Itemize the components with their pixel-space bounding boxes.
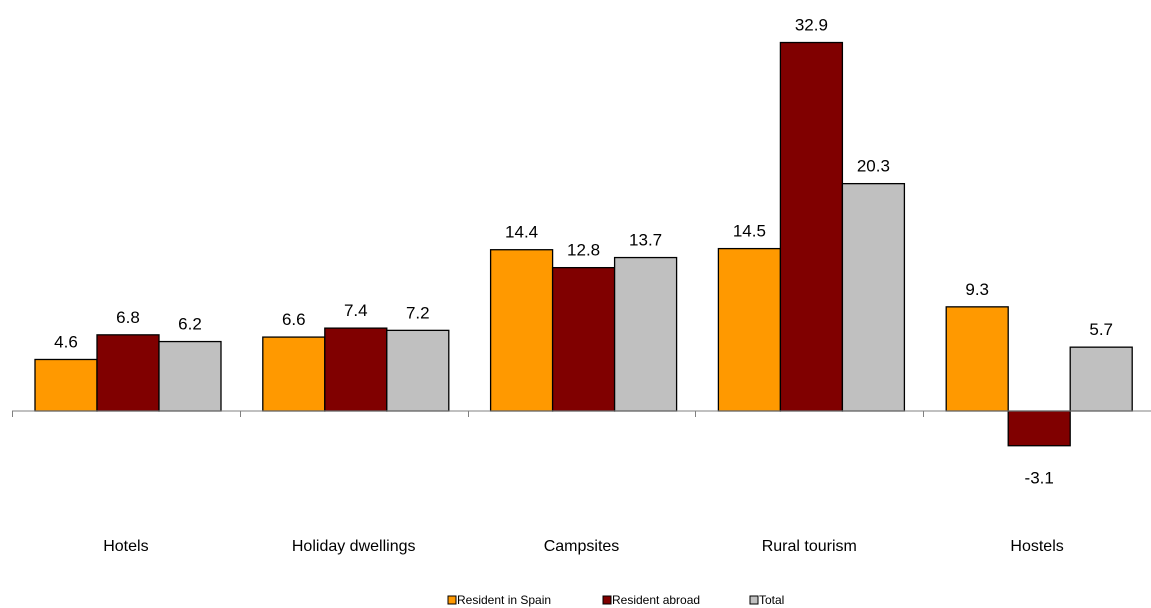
bar-campsites-total [615, 258, 677, 411]
legend-swatch-resident-in-spain [448, 596, 456, 604]
legend-label-resident-in-spain: Resident in Spain [457, 593, 551, 607]
data-label-hostels-resident-in-spain: 9.3 [965, 280, 989, 299]
data-label-campsites-total: 13.7 [629, 231, 662, 250]
category-labels-group: Hotels Holiday dwellings Campsites Rural to… [103, 538, 1064, 555]
x-axis [12, 411, 1151, 417]
legend-label-total: Total [759, 593, 784, 607]
bar-hotels-total [159, 342, 221, 411]
legend-swatch-resident-abroad [603, 596, 611, 604]
bar-campsites-resident-abroad [553, 268, 615, 411]
data-label-rural-tourism-resident-abroad: 32.9 [795, 16, 828, 35]
data-label-rural-tourism-resident-in-spain: 14.5 [733, 222, 766, 241]
category-label-rural-tourism: Rural tourism [762, 538, 857, 555]
data-label-hotels-total: 6.2 [178, 315, 202, 334]
bar-rural-tourism-resident-in-spain [718, 249, 780, 411]
bar-hotels-resident-in-spain [35, 359, 97, 411]
bar-hotels-resident-abroad [97, 335, 159, 411]
legend-swatch-total [750, 596, 758, 604]
bar-hostels-resident-in-spain [946, 307, 1008, 411]
category-label-holiday-dwellings: Holiday dwellings [292, 538, 416, 555]
data-label-rural-tourism-total: 20.3 [857, 157, 890, 176]
bar-holiday-dwellings-resident-abroad [325, 328, 387, 411]
bar-rural-tourism-resident-abroad [780, 43, 842, 411]
data-label-hostels-resident-abroad: -3.1 [1025, 469, 1054, 488]
data-label-holiday-dwellings-resident-in-spain: 6.6 [282, 310, 306, 329]
data-label-campsites-resident-in-spain: 14.4 [505, 223, 538, 242]
data-label-campsites-resident-abroad: 12.8 [567, 241, 600, 260]
bar-holiday-dwellings-total [387, 330, 449, 411]
data-label-holiday-dwellings-total: 7.2 [406, 303, 430, 322]
legend: Resident in Spain Resident abroad Total [448, 593, 784, 607]
bar-campsites-resident-in-spain [491, 250, 553, 411]
data-label-holiday-dwellings-resident-abroad: 7.4 [344, 301, 368, 320]
category-label-hotels: Hotels [103, 538, 148, 555]
data-label-hotels-resident-in-spain: 4.6 [54, 332, 78, 351]
data-label-hostels-total: 5.7 [1089, 320, 1113, 339]
category-label-hostels: Hostels [1010, 538, 1063, 555]
data-label-hotels-resident-abroad: 6.8 [116, 308, 140, 327]
bar-hostels-total [1070, 347, 1132, 411]
legend-label-resident-abroad: Resident abroad [612, 593, 700, 607]
bar-rural-tourism-total [842, 184, 904, 411]
bar-hostels-resident-abroad [1008, 411, 1070, 446]
bar-holiday-dwellings-resident-in-spain [263, 337, 325, 411]
data-labels-group: 4.6 6.8 6.2 6.6 7.4 7.2 14.4 12.8 13.7 14.5 32.9 20… [54, 16, 1113, 488]
category-label-campsites: Campsites [544, 538, 620, 555]
